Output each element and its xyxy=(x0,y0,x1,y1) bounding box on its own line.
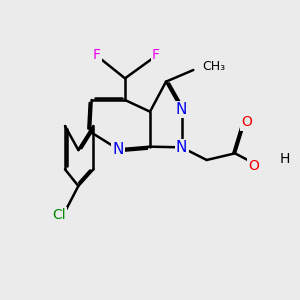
Text: N: N xyxy=(176,140,188,155)
Text: H: H xyxy=(280,152,290,166)
Text: N: N xyxy=(176,102,188,117)
Text: F: F xyxy=(152,48,160,62)
Text: CH₃: CH₃ xyxy=(202,61,226,74)
Text: Cl: Cl xyxy=(52,208,66,222)
Text: N: N xyxy=(112,142,124,157)
Text: F: F xyxy=(93,48,101,62)
Text: O: O xyxy=(249,159,260,173)
Text: O: O xyxy=(241,116,252,129)
